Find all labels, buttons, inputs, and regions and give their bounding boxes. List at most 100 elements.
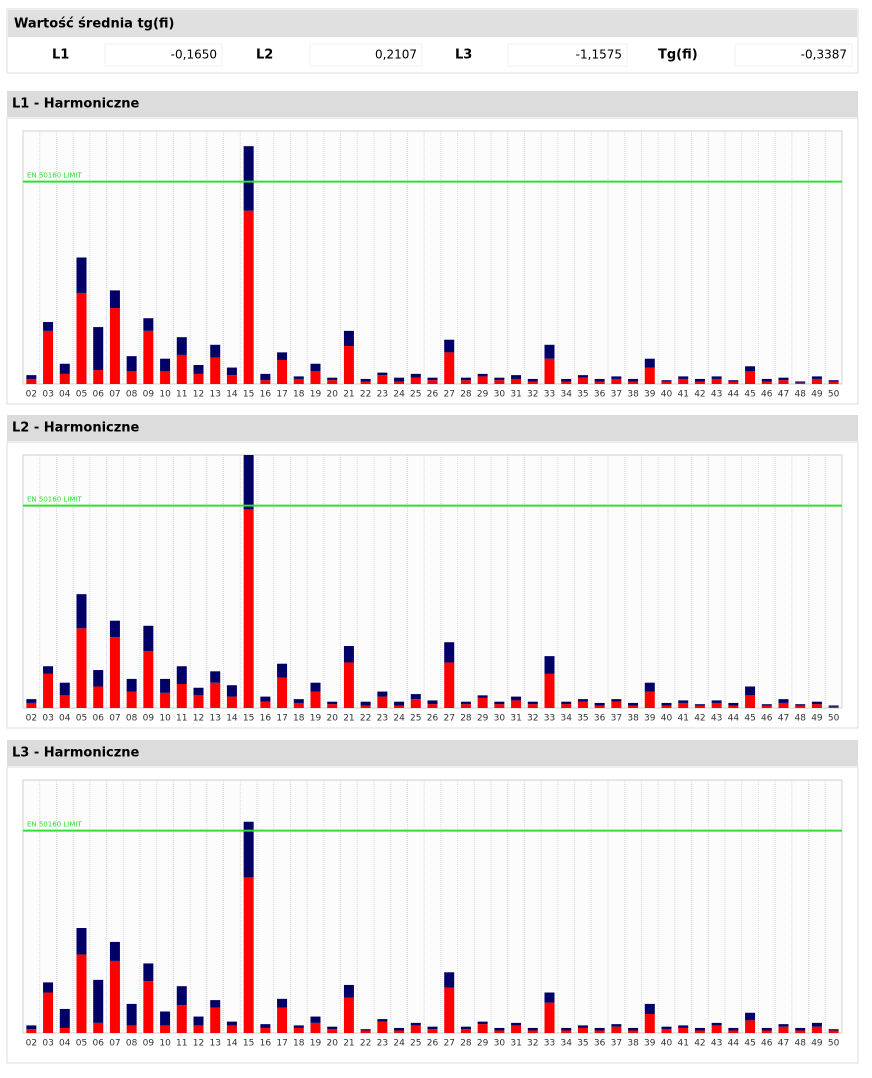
bar-segment <box>59 1008 70 1028</box>
x-tick-label: 30 <box>494 1039 506 1049</box>
bar-segment <box>778 377 789 381</box>
x-tick-label: 43 <box>711 1039 722 1049</box>
x-tick-label: 20 <box>326 714 338 724</box>
bar-segment <box>226 1025 237 1033</box>
bar-segment <box>59 363 70 374</box>
bar-segment <box>778 702 789 708</box>
bar-segment <box>293 1027 304 1033</box>
x-tick-label: 40 <box>661 714 673 724</box>
bar-segment <box>427 377 438 381</box>
bar-segment <box>109 637 120 708</box>
x-tick-label: 10 <box>159 714 171 724</box>
section-header <box>7 415 858 441</box>
bar-segment <box>594 702 605 706</box>
bar-segment <box>728 1030 739 1033</box>
bar-segment <box>594 1027 605 1031</box>
bar-segment <box>160 678 171 693</box>
bar-segment <box>678 1025 689 1028</box>
bar-segment <box>745 695 756 708</box>
bar-segment <box>377 1021 388 1033</box>
x-tick-label: 27 <box>443 1039 454 1049</box>
bar-segment <box>176 986 187 1006</box>
x-tick-label: 24 <box>393 714 405 724</box>
bar-segment <box>544 1002 555 1033</box>
x-tick-label: 04 <box>59 1039 71 1049</box>
x-tick-label: 29 <box>477 390 489 400</box>
bar-segment <box>243 821 254 878</box>
x-tick-label: 19 <box>310 390 322 400</box>
x-tick-label: 50 <box>828 714 840 724</box>
bar-segment <box>611 1026 622 1033</box>
bar-segment <box>193 695 204 708</box>
bar-segment <box>494 701 505 705</box>
x-tick-label: 22 <box>360 1039 371 1049</box>
summary-value: -0,1650 <box>171 48 217 62</box>
bar-segment <box>76 257 87 293</box>
x-tick-label: 33 <box>544 1039 555 1049</box>
bar-segment <box>644 1014 655 1033</box>
bar-segment <box>828 705 839 707</box>
bar-segment <box>611 1024 622 1027</box>
bar-segment <box>277 663 288 678</box>
bar-segment <box>511 696 522 701</box>
summary-value: 0,2107 <box>375 48 417 62</box>
plot-area <box>22 779 843 1034</box>
summary-value: -0,3387 <box>801 48 847 62</box>
bar-segment <box>661 702 672 706</box>
value-box <box>309 43 423 67</box>
x-tick-label: 39 <box>644 714 656 724</box>
bar-segment <box>143 651 154 708</box>
x-tick-label: 34 <box>560 390 572 400</box>
limit-label: EN 50160 LIMIT <box>27 821 82 829</box>
bar-segment <box>310 682 321 692</box>
x-tick-label: 37 <box>611 714 622 724</box>
x-tick-label: 27 <box>443 714 454 724</box>
x-tick-label: 15 <box>243 714 254 724</box>
bar-segment <box>761 378 772 382</box>
bar-segment <box>243 146 254 211</box>
bar-segment <box>310 1022 321 1033</box>
bar-segment <box>644 367 655 384</box>
x-tick-label: 27 <box>443 390 454 400</box>
plot-area <box>22 454 843 709</box>
bar-segment <box>277 998 288 1008</box>
limit-label: EN 50160 LIMIT <box>27 172 82 180</box>
x-tick-label: 46 <box>761 714 773 724</box>
bar-segment <box>310 363 321 372</box>
bar-segment <box>143 625 154 652</box>
bar-segment <box>394 381 405 384</box>
x-tick-label: 31 <box>510 1039 521 1049</box>
x-tick-label: 49 <box>811 1039 823 1049</box>
section-title: L3 - Harmoniczne <box>12 746 140 761</box>
x-tick-label: 02 <box>26 714 37 724</box>
bar-segment <box>410 699 421 708</box>
bar-segment <box>310 371 321 384</box>
summary-label: L3 <box>455 48 472 63</box>
bar-segment <box>828 1029 839 1031</box>
bar-segment <box>76 292 87 384</box>
x-tick-label: 12 <box>193 390 204 400</box>
x-tick-label: 16 <box>260 1039 272 1049</box>
bar-segment <box>661 381 672 384</box>
value-box <box>734 43 853 67</box>
bar-segment <box>477 373 488 377</box>
x-tick-label: 08 <box>126 714 138 724</box>
bar-segment <box>93 327 104 371</box>
bar-segment <box>193 1025 204 1033</box>
x-tick-label: 08 <box>126 1039 138 1049</box>
bar-segment <box>745 371 756 384</box>
bar-segment <box>444 642 455 663</box>
bar-segment <box>394 1030 405 1033</box>
bar-segment <box>678 700 689 703</box>
bar-segment <box>728 1027 739 1031</box>
x-tick-label: 16 <box>260 714 272 724</box>
bar-segment <box>477 695 488 698</box>
bar-segment <box>93 670 104 687</box>
bar-segment <box>511 1022 522 1026</box>
x-tick-label: 40 <box>661 390 673 400</box>
bar-segment <box>210 671 221 683</box>
value-box <box>507 43 628 67</box>
bar-segment <box>143 318 154 331</box>
bar-segment <box>644 691 655 708</box>
x-tick-label: 37 <box>611 1039 622 1049</box>
